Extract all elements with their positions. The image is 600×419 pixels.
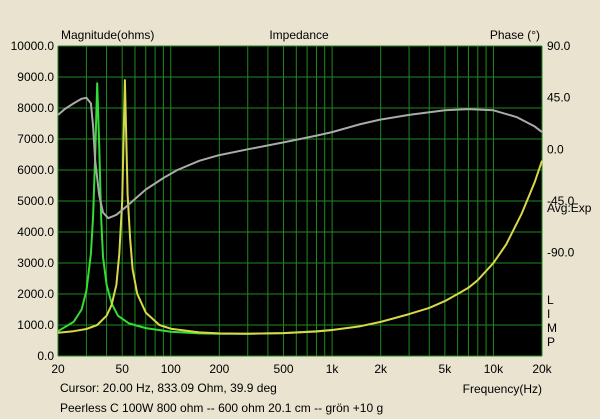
y-tick-label: 7000.0 (17, 132, 54, 146)
y-tick-label: 2000.0 (17, 287, 54, 301)
y-tick-label: 0.0 (37, 349, 54, 363)
y-right-tick-label: 0.0 (547, 142, 564, 156)
legend-letter: I (547, 307, 550, 321)
y-tick-label: 6000.0 (17, 163, 54, 177)
legend-letter: P (547, 335, 555, 349)
x-tick-label: 50 (116, 362, 130, 376)
chart-title: Impedance (269, 28, 329, 42)
x-tick-label: 20k (532, 362, 552, 376)
x-tick-label: 2k (374, 362, 388, 376)
x-tick-label: 500 (274, 362, 294, 376)
legend-letter: M (547, 321, 557, 335)
y-tick-label: 9000.0 (17, 70, 54, 84)
grid (57, 45, 543, 357)
x-tick-label: 1k (326, 362, 340, 376)
x-tick-label: 5k (439, 362, 453, 376)
measurement-caption: Peerless C 100W 800 ohm -- 600 ohm 20.1 … (60, 401, 384, 415)
x-tick-label: 200 (209, 362, 229, 376)
y-tick-label: 5000.0 (17, 194, 54, 208)
series-line-phase (57, 96, 543, 220)
y-right-axis-title: Phase (°) (490, 28, 540, 42)
axis-labels: 0.01000.02000.03000.04000.05000.06000.07… (11, 39, 575, 376)
y-right-tick-label: 90.0 (547, 39, 571, 53)
cursor-readout: Cursor: 20.00 Hz, 833.09 Ohm, 39.9 deg (60, 381, 277, 395)
y-axis-title: Magnitude(ohms) (61, 28, 154, 42)
x-tick-label: 20 (51, 362, 65, 376)
x-tick-label: 100 (161, 362, 181, 376)
y-right-tick-label: 45.0 (547, 91, 571, 105)
y-tick-label: 4000.0 (17, 225, 54, 239)
y-right-tick-label: -90.0 (547, 246, 575, 260)
series-line-impedance_b (57, 79, 543, 335)
y-tick-label: 10000.0 (11, 39, 55, 53)
y-tick-label: 3000.0 (17, 256, 54, 270)
y-right-tick-label: -45.0 (547, 194, 575, 208)
x-axis-title: Frequency(Hz) (463, 382, 542, 396)
legend-letter: L (547, 293, 554, 307)
y-tick-label: 1000.0 (17, 318, 54, 332)
y-tick-label: 8000.0 (17, 101, 54, 115)
avg-label: Avg:Exp (547, 201, 592, 215)
x-tick-label: 10k (484, 362, 504, 376)
series-layer (57, 79, 543, 335)
